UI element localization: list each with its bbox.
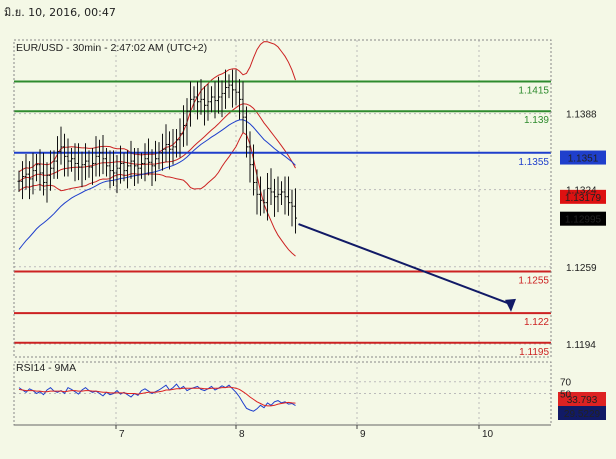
candles — [17, 69, 516, 312]
price-tag-1.12995: 1.12995 — [565, 215, 602, 226]
level-label-1.122: 1.122 — [524, 317, 549, 328]
forecast-arrow-line — [298, 223, 511, 305]
bollinger-middle — [18, 103, 296, 182]
rsi-tag-bg-29.5229 — [558, 406, 606, 420]
y-tick-label-1.1194: 1.1194 — [566, 340, 596, 351]
grid — [14, 40, 551, 425]
rsi-tag-29.5229: 29.5229 — [564, 409, 601, 420]
main-chart-title: EUR/USD - 30min - 2:47:02 AM (UTC+2) — [16, 42, 207, 54]
y-tick-label-1.1388: 1.1388 — [566, 110, 597, 121]
level-label-1.139: 1.139 — [524, 115, 549, 126]
date-time-label: มิ.ย. 10, 2016, 00:47 — [4, 6, 116, 19]
bollinger-bands — [18, 41, 296, 257]
price-tags: 1.1351 1.13179 1.12995 33.793 29.5229 — [558, 150, 606, 420]
price-tag-bg-1.1351 — [560, 150, 606, 165]
rsi-y-tick-label-70: 70 — [560, 378, 572, 389]
rsi-tag-bg-33.793 — [558, 392, 606, 406]
y-tick-label-1.1324: 1.1324 — [566, 186, 597, 197]
level-label-1.1255: 1.1255 — [518, 276, 549, 287]
price-tag-bg-1.13179 — [560, 189, 606, 204]
price-tag-bg-1.12995 — [560, 211, 606, 226]
rsi-series-0 — [18, 383, 296, 412]
x-tick-label-9: 9 — [360, 429, 366, 440]
rsi-tag-33.793: 33.793 — [567, 395, 598, 406]
price-tag-1.1351: 1.1351 — [568, 154, 599, 165]
x-tick-label-8: 8 — [239, 429, 245, 440]
level-label-1.1415: 1.1415 — [518, 86, 549, 97]
rsi-series-1 — [18, 386, 296, 407]
slow-moving-average — [18, 119, 296, 250]
moving-average — [18, 119, 296, 250]
x-tick-label-7: 7 — [119, 429, 125, 440]
x-tick-label-10: 10 — [482, 429, 494, 440]
level-label-1.1355: 1.1355 — [518, 157, 549, 168]
forecast-arrow-head — [505, 298, 516, 312]
rsi-title: RSI14 - 9MA — [16, 362, 76, 374]
price-levels: 1.1415 1.139 1.1355 1.1255 1.122 1.1195 — [14, 80, 551, 358]
main-panel-frame — [13, 39, 552, 358]
rsi-panel — [18, 383, 296, 412]
rsi-y-tick-label-50: 50 — [560, 390, 572, 401]
bollinger-lower — [18, 131, 296, 257]
y-tick-label-1.1259: 1.1259 — [566, 263, 597, 274]
price-tag-1.13179: 1.13179 — [565, 193, 602, 204]
chart-frame — [13, 39, 552, 426]
level-label-1.1195: 1.1195 — [519, 347, 549, 358]
